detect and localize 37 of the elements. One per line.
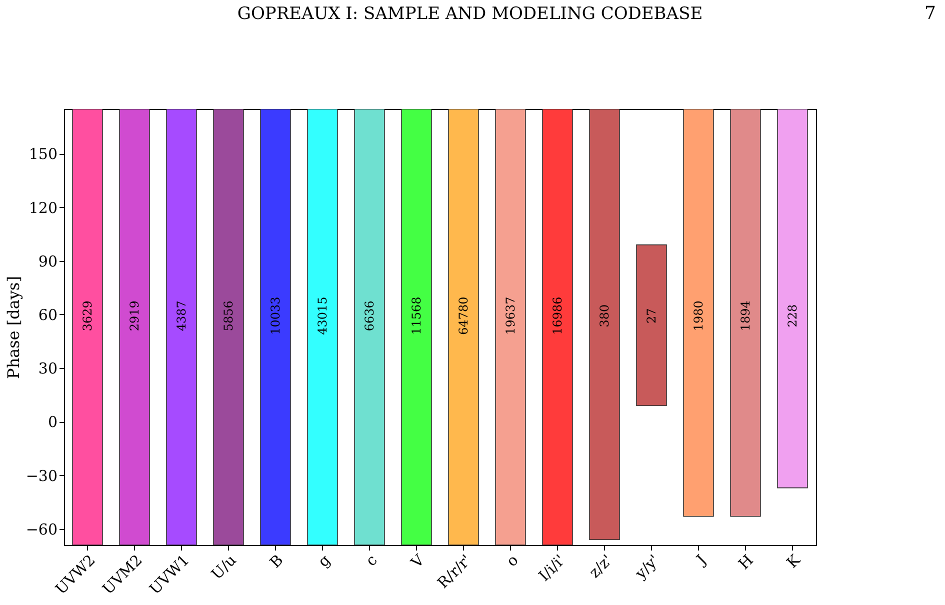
text: 7 — [924, 3, 936, 24]
annotation: 1980 — [692, 300, 706, 332]
y-tick-label: 30 — [38, 360, 58, 378]
x-tick-label: o — [502, 551, 522, 570]
y-tick-label: 120 — [28, 198, 58, 217]
annotation: 4387 — [174, 300, 188, 332]
y-tick-label: 60 — [38, 306, 58, 324]
annotation: 2919 — [128, 300, 142, 332]
annotation: 43015 — [316, 296, 330, 335]
y-tick-label: 90 — [38, 252, 58, 270]
annotation: 380 — [598, 304, 612, 328]
y-tick-label: 150 — [28, 145, 58, 164]
x-tick-label: g — [314, 550, 334, 571]
annotation: 6636 — [362, 300, 376, 332]
annotation: 27 — [644, 308, 658, 324]
y-tick-label: 0 — [48, 413, 58, 432]
y-tick-label: −30 — [26, 466, 58, 485]
annotation: 11568 — [410, 296, 424, 335]
y-tick-label: −60 — [26, 520, 58, 538]
annotation: 3629 — [80, 300, 94, 332]
x-tick-label: H — [734, 551, 757, 574]
x-tick-label: V — [406, 550, 429, 572]
x-tick-label: B — [266, 551, 287, 572]
annotation: 10033 — [268, 296, 282, 335]
annotation: 228 — [786, 304, 800, 328]
y-axis-title: Phase [days] — [4, 276, 23, 379]
x-tick-label: U/u — [208, 550, 240, 584]
x-tick-label: K — [783, 550, 804, 572]
annotation: 16986 — [550, 296, 564, 335]
annotation: 19637 — [504, 296, 518, 335]
x-tick-label: c — [362, 551, 381, 570]
x-tick-label: z/z' — [585, 551, 616, 582]
x-tick-label: J — [691, 551, 710, 570]
annotation: 5856 — [222, 300, 236, 332]
annotation: 1894 — [738, 300, 752, 332]
annotation: 64780 — [456, 296, 470, 335]
chart-title: GOPREAUX I: SAMPLE AND MODELING CODEBASE — [237, 4, 703, 24]
